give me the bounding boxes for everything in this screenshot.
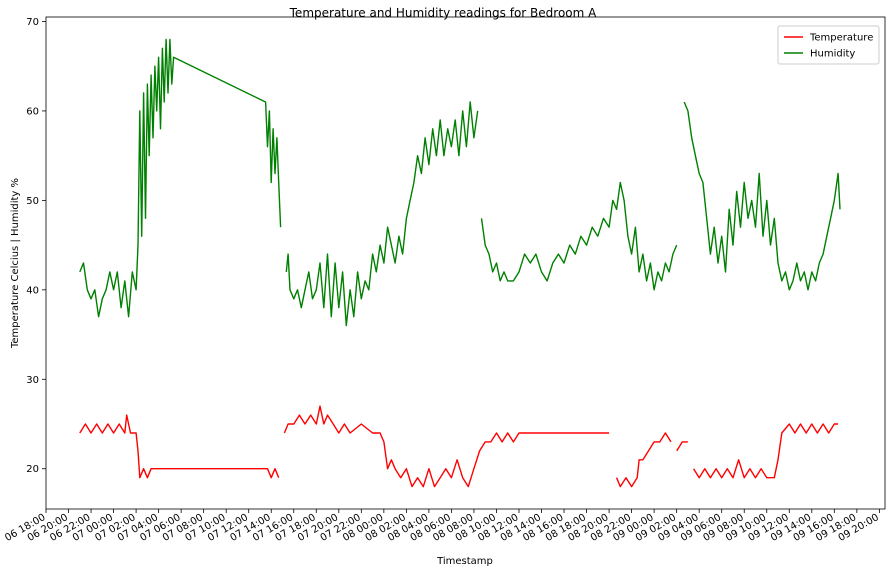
y-tick-label: 20	[26, 464, 39, 475]
x-axis-label: Timestamp	[436, 556, 493, 567]
legend-box	[777, 25, 880, 65]
series-line-humidity	[79, 38, 841, 327]
plot-area	[79, 38, 841, 488]
y-tick-label: 70	[26, 17, 39, 28]
legend: Temperature Humidity	[777, 25, 880, 65]
y-tick-label: 60	[26, 106, 39, 117]
legend-label-humidity: Humidity	[810, 49, 855, 60]
plot-frame	[45, 16, 886, 510]
y-tick-label: 40	[26, 285, 39, 296]
chart-title: Temperature and Humidity readings for Be…	[289, 6, 597, 20]
legend-label-temperature: Temperature	[809, 33, 873, 44]
y-axis-label: Temperature Celcius | Humidity %	[10, 178, 21, 349]
series-line-temperature	[79, 405, 839, 488]
y-tick-label: 30	[26, 375, 39, 386]
y-axis: 20 30 40 50 60 70	[26, 17, 46, 475]
y-tick-label: 50	[26, 196, 39, 207]
